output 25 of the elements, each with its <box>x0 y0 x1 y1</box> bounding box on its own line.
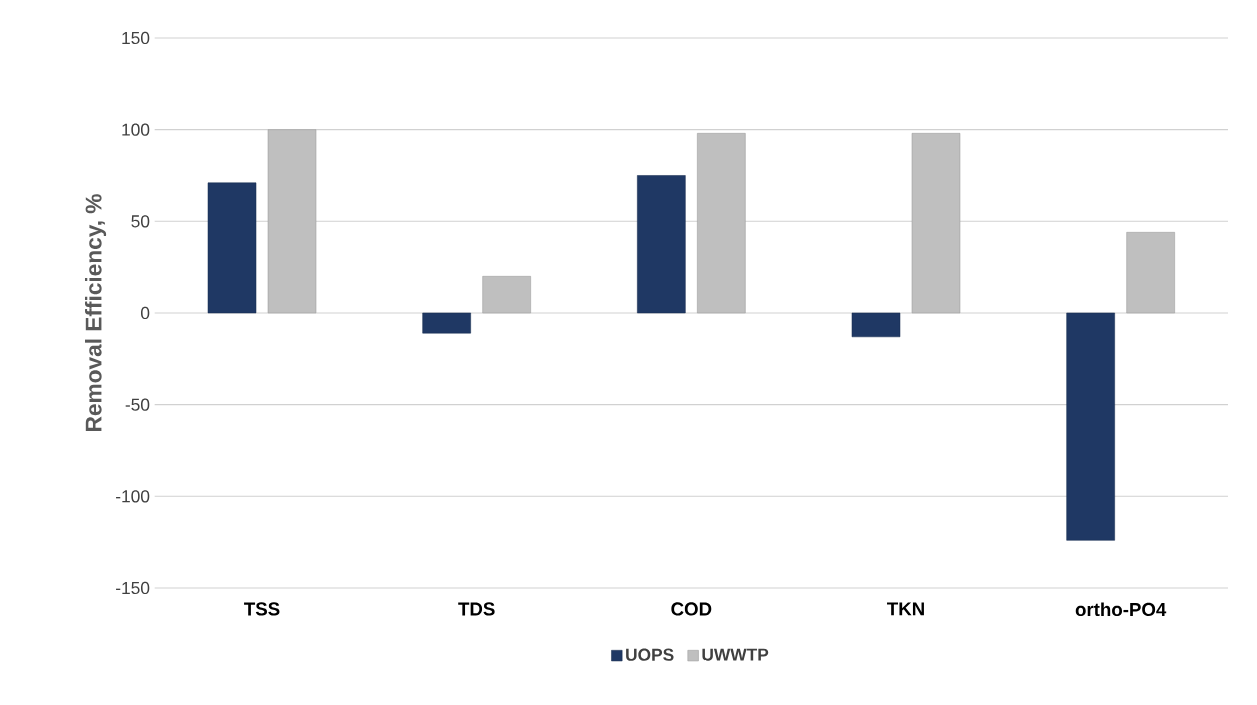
y-tick-label: 100 <box>122 123 150 136</box>
bar <box>851 312 901 338</box>
legend-label: UWWTP <box>702 648 769 661</box>
bar <box>1066 312 1115 541</box>
x-tick-label: TSS <box>244 602 280 616</box>
x-tick-label: ortho-PO4 <box>1075 602 1167 617</box>
y-tick-label: -150 <box>116 581 150 595</box>
x-tick-label: TKN <box>887 602 924 616</box>
y-axis-title: Removal Efficiency, % <box>85 194 107 431</box>
y-tick-label: 150 <box>122 31 150 45</box>
bar <box>1126 232 1175 314</box>
y-tick-label: 0 <box>140 306 150 320</box>
bar <box>422 312 471 334</box>
y-tick-label: -50 <box>125 398 150 411</box>
bar <box>207 182 257 314</box>
bar <box>637 175 686 314</box>
legend-label: UOPS <box>626 648 674 661</box>
bar <box>697 133 746 314</box>
y-tick-label: 50 <box>131 215 150 228</box>
y-tick-label: -100 <box>116 490 150 503</box>
bar <box>911 133 961 314</box>
x-tick-label: TDS <box>458 602 495 616</box>
bar <box>267 129 317 314</box>
bar <box>482 276 531 314</box>
x-tick-label: COD <box>671 602 712 616</box>
